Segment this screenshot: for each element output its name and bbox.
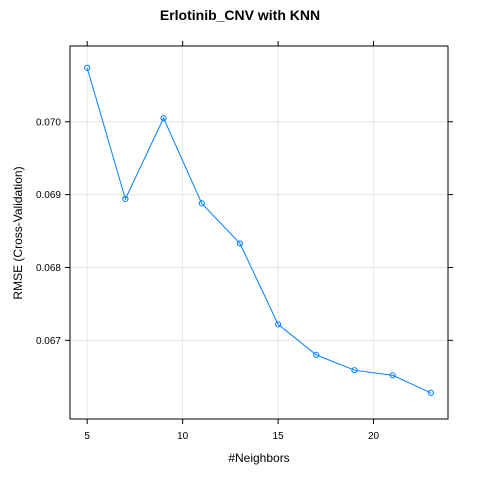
data-point — [160, 115, 167, 122]
x-tick-label: 10 — [177, 431, 189, 442]
data-point — [389, 372, 396, 379]
x-tick-label: 5 — [84, 431, 90, 442]
data-point — [198, 200, 205, 207]
grid-lines — [70, 46, 448, 419]
data-series — [84, 64, 434, 396]
x-tick-label: 15 — [273, 431, 285, 442]
y-tick-label: 0.070 — [36, 117, 61, 128]
data-point — [313, 351, 320, 358]
data-point — [84, 64, 91, 71]
data-point — [122, 195, 129, 203]
data-point — [236, 240, 244, 247]
series-line — [86, 67, 432, 394]
y-tick-label: 0.067 — [36, 336, 61, 347]
data-point — [274, 321, 282, 328]
x-tick-label: 20 — [368, 431, 380, 442]
plot-frame — [69, 45, 449, 420]
y-axis-label: RMSE (Cross-Validation) — [11, 166, 25, 299]
y-tick-label: 0.069 — [36, 190, 61, 201]
data-point — [351, 367, 358, 374]
y-tick-label: 0.068 — [36, 263, 61, 274]
axis-ticks: 5 10 15 20 0.067 0.068 0.069 0.070 — [36, 41, 453, 442]
chart-title: Erlotinib_CNV with KNN — [160, 7, 320, 23]
data-point — [427, 389, 434, 396]
x-axis-label: #Neighbors — [228, 451, 289, 465]
